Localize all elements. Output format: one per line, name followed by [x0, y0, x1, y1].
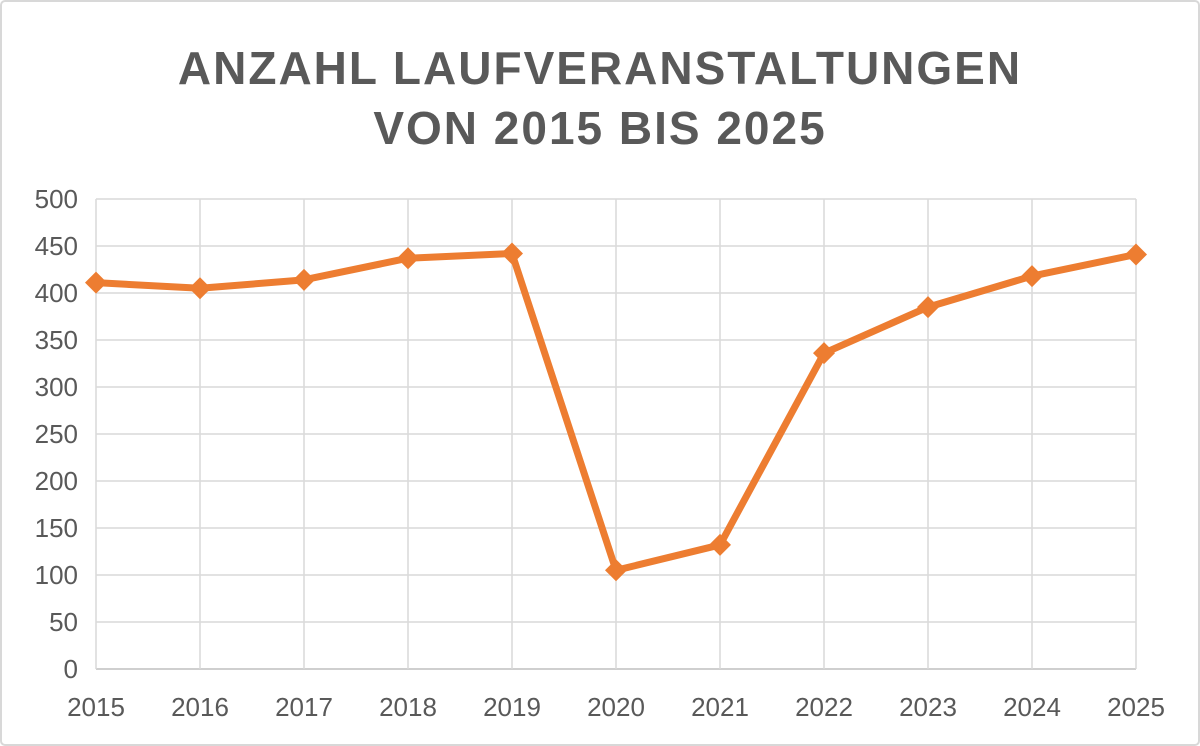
y-tick-label: 250 — [35, 419, 78, 449]
y-tick-label: 350 — [35, 325, 78, 355]
y-tick-label: 200 — [35, 466, 78, 496]
data-point-marker — [1125, 243, 1147, 266]
y-tick-label: 0 — [64, 654, 78, 684]
data-point-marker — [813, 342, 835, 365]
data-point-marker — [709, 533, 731, 556]
data-point-marker — [189, 277, 211, 300]
x-tick-label: 2021 — [691, 692, 749, 722]
x-tick-label: 2023 — [899, 692, 957, 722]
x-tick-label: 2016 — [171, 692, 229, 722]
x-tick-label: 2022 — [795, 692, 853, 722]
data-point-marker — [917, 296, 939, 319]
y-tick-label: 450 — [35, 231, 78, 261]
x-tick-label: 2017 — [275, 692, 333, 722]
y-tick-label: 150 — [35, 513, 78, 543]
x-tick-label: 2024 — [1003, 692, 1061, 722]
x-tick-label: 2020 — [587, 692, 645, 722]
x-tick-label: 2025 — [1107, 692, 1165, 722]
chart-title-line1: ANZAHL LAUFVERANSTALTUNGEN — [177, 42, 1023, 94]
y-tick-label: 100 — [35, 560, 78, 590]
data-point-marker — [605, 559, 627, 582]
data-point-marker — [85, 271, 107, 294]
data-point-marker — [397, 247, 419, 270]
data-point-marker — [501, 242, 523, 265]
data-point-marker — [293, 268, 315, 291]
data-point-marker — [1021, 265, 1043, 288]
y-tick-label: 300 — [35, 372, 78, 402]
chart-title: ANZAHL LAUFVERANSTALTUNGEN VON 2015 BIS … — [2, 38, 1198, 158]
chart-title-line2: VON 2015 BIS 2025 — [373, 102, 827, 154]
x-tick-label: 2019 — [483, 692, 541, 722]
x-tick-label: 2018 — [379, 692, 437, 722]
y-tick-label: 400 — [35, 278, 78, 308]
y-tick-label: 50 — [49, 607, 78, 637]
x-tick-label: 2015 — [67, 692, 125, 722]
y-tick-label: 500 — [35, 184, 78, 214]
